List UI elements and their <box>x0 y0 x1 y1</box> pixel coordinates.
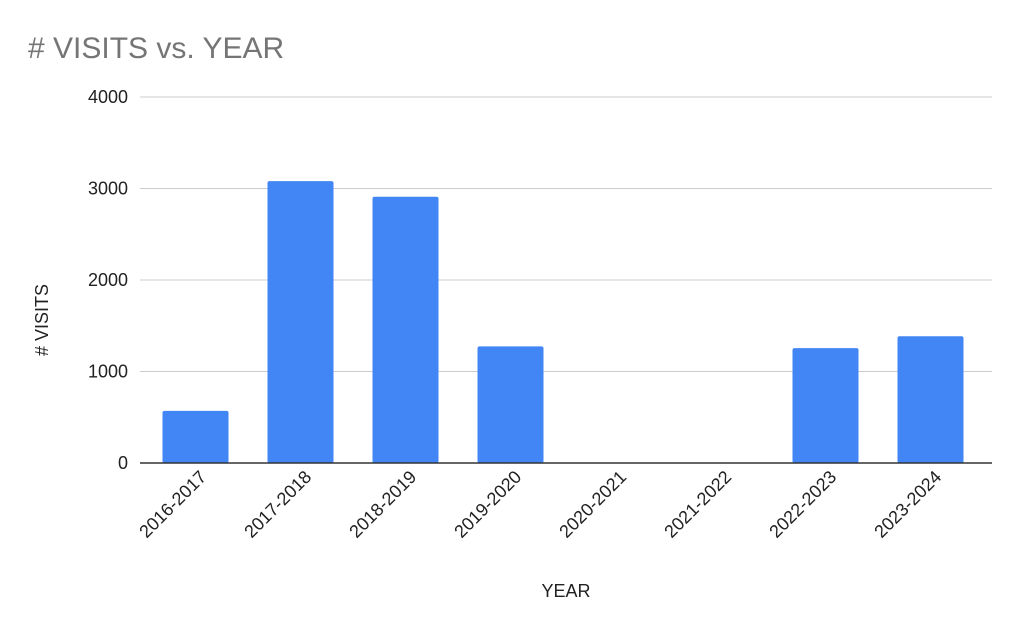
x-axis-title: YEAR <box>541 581 590 601</box>
chart-title: # VISITS vs. YEAR <box>28 32 284 65</box>
x-axis-ticks: 2016-2017 2017-2018 2018-2019 2019-2020 2020… <box>135 467 945 542</box>
bar-2019-2020 <box>477 346 544 463</box>
bar-2017-2018 <box>267 181 334 463</box>
x-tick-label: 2019-2020 <box>450 467 525 542</box>
bar-2022-2023 <box>792 348 859 463</box>
bar-2023-2024 <box>897 336 964 463</box>
bar-2016-2017 <box>162 410 229 463</box>
y-axis-title: # VISITS <box>32 284 52 356</box>
y-tick-label: 0 <box>118 453 128 473</box>
bars <box>162 181 964 464</box>
x-tick-label: 2018-2019 <box>345 467 420 542</box>
x-tick-label: 2022-2023 <box>765 467 840 542</box>
y-tick-label: 3000 <box>88 179 128 199</box>
x-tick-label: 2020-2021 <box>555 467 630 542</box>
y-axis-ticks: 0 1000 2000 3000 4000 <box>88 87 128 473</box>
x-tick-label: 2017-2018 <box>240 467 315 542</box>
y-tick-label: 1000 <box>88 362 128 382</box>
x-tick-label: 2023-2024 <box>870 467 945 542</box>
y-tick-label: 2000 <box>88 270 128 290</box>
bar-2018-2019 <box>372 196 439 464</box>
x-tick-label: 2016-2017 <box>135 467 210 542</box>
x-tick-label: 2021-2022 <box>660 467 735 542</box>
y-tick-label: 4000 <box>88 87 128 107</box>
